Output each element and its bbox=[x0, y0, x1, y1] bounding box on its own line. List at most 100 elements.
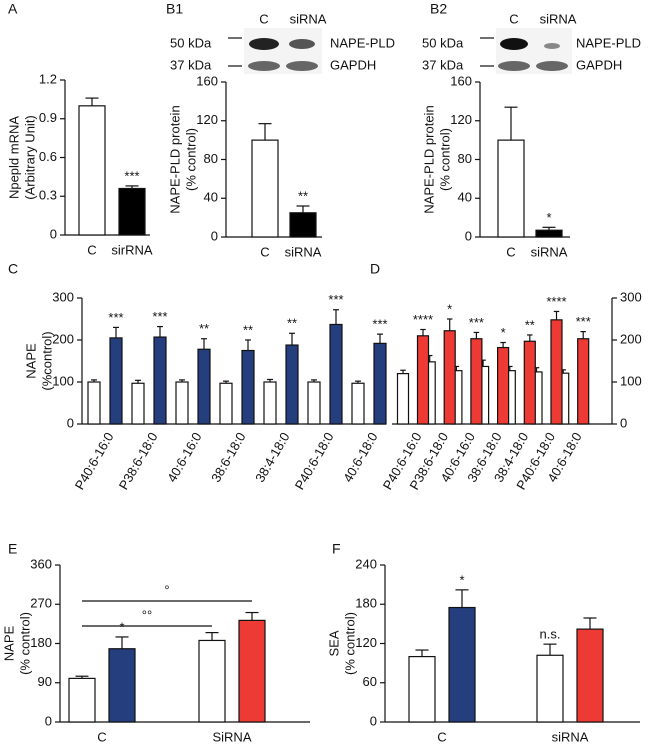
bar bbox=[68, 677, 96, 723]
significance-label: ** bbox=[525, 317, 535, 332]
y-tick-label: 0.6 bbox=[39, 149, 57, 164]
bar bbox=[550, 319, 563, 425]
significance-label: *** bbox=[328, 292, 343, 307]
y-tick-label: 100 bbox=[52, 373, 74, 388]
bar bbox=[497, 346, 510, 425]
blot-band bbox=[544, 43, 560, 49]
blot-band bbox=[248, 61, 280, 71]
y-tick-label: 200 bbox=[52, 331, 74, 346]
y-tick-label: 0.3 bbox=[39, 188, 57, 203]
blot-band bbox=[249, 38, 279, 50]
marker-label: 37 kDa bbox=[422, 57, 464, 72]
y-tick-label: 160 bbox=[196, 73, 218, 88]
bar bbox=[329, 323, 343, 425]
y-axis-label: (% control) bbox=[17, 612, 32, 675]
y-tick-label: 200 bbox=[620, 331, 642, 346]
bar bbox=[238, 619, 266, 723]
lane-label: C bbox=[509, 11, 518, 26]
x-tick-label: C bbox=[97, 729, 106, 744]
significance-label: * bbox=[501, 325, 506, 340]
x-tick-label: P40:6-18:0 bbox=[292, 430, 337, 493]
bar bbox=[175, 381, 189, 425]
y-tick-label: 90 bbox=[38, 674, 52, 689]
y-tick-label: 180 bbox=[30, 635, 52, 650]
y-tick-label: 0 bbox=[370, 713, 377, 728]
bar bbox=[108, 648, 136, 723]
y-axis-label: NAPE-PLD protein bbox=[167, 105, 182, 213]
bar bbox=[251, 139, 279, 238]
significance-label: *** bbox=[108, 310, 123, 325]
bar bbox=[131, 382, 145, 425]
bar bbox=[153, 336, 167, 425]
y-tick-label: 0 bbox=[67, 415, 74, 430]
x-tick-label: sirRNA bbox=[111, 242, 152, 257]
y-tick-label: 0 bbox=[45, 713, 52, 728]
y-axis-label: (% control) bbox=[437, 128, 452, 191]
bar bbox=[289, 212, 317, 238]
band-label: NAPE-PLD bbox=[330, 35, 395, 50]
x-tick-label: 38:4-18:0 bbox=[252, 430, 292, 485]
y-tick-label: 120 bbox=[196, 112, 218, 127]
y-tick-label: 80 bbox=[458, 151, 472, 166]
y-axis-label: NAPE bbox=[1, 625, 16, 661]
panel-label: B2 bbox=[430, 1, 447, 17]
y-tick-label: 80 bbox=[204, 151, 218, 166]
x-tick-label: C bbox=[260, 244, 269, 259]
panel-label: E bbox=[8, 541, 17, 557]
y-tick-label: 100 bbox=[620, 373, 642, 388]
y-axis-label: (%control) bbox=[39, 331, 54, 390]
band-label: GAPDH bbox=[330, 57, 376, 72]
significance-label: *** bbox=[372, 317, 387, 332]
significance-label: *** bbox=[152, 309, 167, 324]
bar bbox=[408, 655, 436, 723]
y-tick-label: 0 bbox=[50, 226, 57, 241]
y-axis-label: NAPE-PLD protein bbox=[421, 105, 436, 213]
bar bbox=[241, 349, 255, 425]
significance-label: * bbox=[546, 210, 551, 225]
lane-label: siRNA bbox=[540, 11, 577, 26]
x-tick-label: P40:6-16:0 bbox=[72, 430, 117, 493]
significance-label: *** bbox=[576, 314, 591, 329]
bar bbox=[416, 335, 430, 425]
y-axis-label: (% control) bbox=[342, 612, 357, 675]
significance-label: *** bbox=[124, 168, 139, 183]
y-tick-label: 270 bbox=[30, 596, 52, 611]
x-tick-label: 40:6-16:0 bbox=[164, 430, 204, 485]
significance-label: **** bbox=[413, 312, 433, 327]
y-tick-label: 160 bbox=[450, 73, 472, 88]
bracket-label: ° bbox=[164, 582, 169, 597]
lane-label: siRNA bbox=[290, 11, 327, 26]
y-tick-label: 0 bbox=[620, 415, 627, 430]
y-tick-label: 1.2 bbox=[39, 71, 57, 86]
blot-band bbox=[536, 61, 568, 71]
blot-band bbox=[500, 38, 528, 50]
bar bbox=[536, 654, 564, 723]
bar bbox=[285, 344, 299, 425]
y-tick-label: 40 bbox=[204, 190, 218, 205]
panel-label: B1 bbox=[166, 1, 183, 17]
x-tick-label: P38:6-18:0 bbox=[116, 430, 161, 493]
significance-label: ** bbox=[243, 322, 253, 337]
y-tick-label: 180 bbox=[355, 596, 377, 611]
bar bbox=[523, 340, 536, 425]
significance-label: * bbox=[447, 301, 452, 316]
bar bbox=[307, 381, 321, 425]
bar bbox=[373, 342, 387, 425]
blot-band bbox=[286, 61, 318, 71]
bar bbox=[443, 330, 456, 425]
blot-b1 bbox=[228, 28, 322, 74]
y-tick-label: 40 bbox=[458, 190, 472, 205]
panel-label: D bbox=[370, 261, 380, 277]
bar bbox=[263, 381, 277, 425]
bar bbox=[78, 105, 106, 236]
marker-label: 50 kDa bbox=[170, 35, 212, 50]
bar bbox=[198, 639, 226, 723]
bar bbox=[577, 338, 590, 425]
blot-band bbox=[498, 61, 530, 71]
y-tick-label: 240 bbox=[355, 556, 377, 571]
bar bbox=[219, 382, 233, 425]
marker-label: 37 kDa bbox=[170, 57, 212, 72]
band-label: NAPE-PLD bbox=[576, 35, 641, 50]
bracket-label: °° bbox=[142, 607, 152, 622]
